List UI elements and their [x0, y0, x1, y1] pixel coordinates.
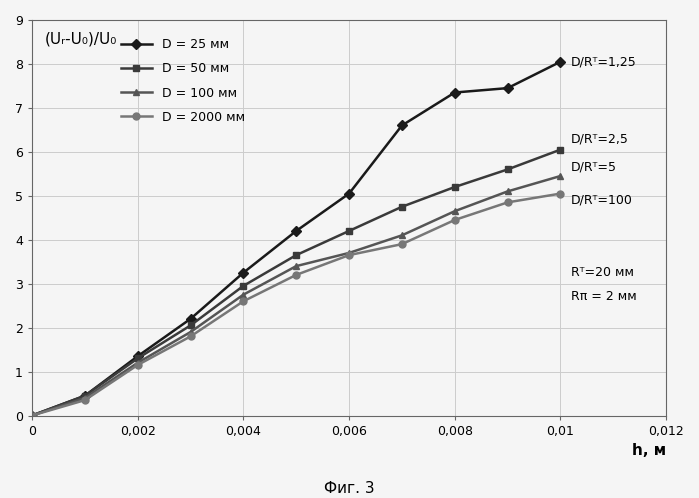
D = 25 мм: [239, 270, 247, 276]
Line: D = 25 мм: D = 25 мм: [29, 58, 564, 419]
X-axis label: h, м: h, м: [632, 443, 666, 458]
D = 2000 мм: [28, 412, 36, 418]
D = 25 мм: [503, 85, 512, 91]
Text: D/Rᵀ=5: D/Rᵀ=5: [571, 161, 617, 174]
D = 50 мм: [187, 322, 195, 328]
D = 25 мм: [292, 228, 301, 234]
D = 50 мм: [398, 204, 406, 210]
D = 100 мм: [80, 395, 89, 401]
D = 50 мм: [134, 356, 142, 362]
D = 25 мм: [451, 90, 459, 96]
Text: Фиг. 3: Фиг. 3: [324, 481, 375, 496]
D = 100 мм: [134, 360, 142, 366]
D = 100 мм: [451, 208, 459, 214]
D = 2000 мм: [292, 272, 301, 278]
D = 50 мм: [345, 228, 353, 234]
D = 25 мм: [80, 393, 89, 399]
D = 100 мм: [345, 250, 353, 256]
D = 2000 мм: [187, 334, 195, 340]
D = 2000 мм: [451, 217, 459, 223]
D = 100 мм: [503, 188, 512, 194]
Text: D/Rᵀ=1,25: D/Rᵀ=1,25: [571, 55, 637, 68]
D = 25 мм: [345, 191, 353, 197]
D = 2000 мм: [345, 252, 353, 258]
D = 25 мм: [134, 353, 142, 359]
D = 100 мм: [239, 292, 247, 298]
Line: D = 50 мм: D = 50 мм: [29, 146, 564, 419]
D = 25 мм: [187, 316, 195, 322]
D = 100 мм: [28, 412, 36, 418]
D = 50 мм: [292, 252, 301, 258]
D = 50 мм: [80, 393, 89, 399]
D = 50 мм: [503, 166, 512, 172]
D = 100 мм: [187, 329, 195, 335]
Text: Rπ = 2 мм: Rπ = 2 мм: [571, 290, 637, 303]
D = 2000 мм: [556, 191, 565, 197]
Text: D/Rᵀ=100: D/Rᵀ=100: [571, 194, 633, 207]
D = 25 мм: [398, 123, 406, 128]
Line: D = 2000 мм: D = 2000 мм: [29, 190, 564, 419]
Text: D/Rᵀ=2,5: D/Rᵀ=2,5: [571, 132, 629, 145]
D = 2000 мм: [134, 362, 142, 368]
D = 50 мм: [451, 184, 459, 190]
D = 2000 мм: [239, 298, 247, 304]
D = 50 мм: [556, 146, 565, 152]
D = 2000 мм: [503, 199, 512, 205]
D = 25 мм: [556, 59, 565, 65]
D = 50 мм: [28, 412, 36, 418]
D = 100 мм: [398, 233, 406, 239]
Line: D = 100 мм: D = 100 мм: [29, 172, 564, 419]
D = 25 мм: [28, 412, 36, 418]
D = 2000 мм: [398, 241, 406, 247]
D = 100 мм: [292, 263, 301, 269]
Text: Rᵀ=20 мм: Rᵀ=20 мм: [571, 266, 634, 279]
Legend: D = 25 мм, D = 50 мм, D = 100 мм, D = 2000 мм: D = 25 мм, D = 50 мм, D = 100 мм, D = 20…: [121, 38, 245, 124]
D = 100 мм: [556, 173, 565, 179]
D = 50 мм: [239, 283, 247, 289]
D = 2000 мм: [80, 397, 89, 403]
Text: (Uᵣ-U₀)/U₀: (Uᵣ-U₀)/U₀: [45, 32, 117, 47]
